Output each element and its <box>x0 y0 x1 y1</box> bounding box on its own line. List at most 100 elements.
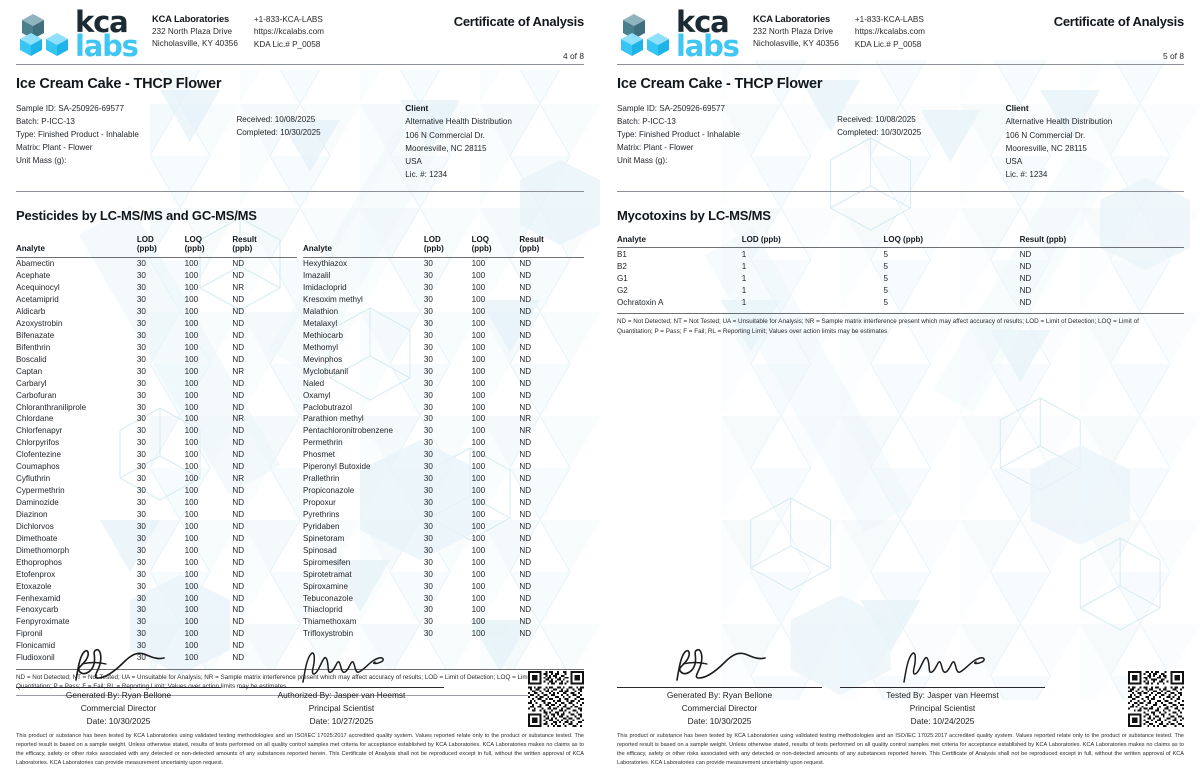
pesticides-table-left: Analyte LOD (ppb) LOQ (ppb) <box>16 235 297 664</box>
lab-website[interactable]: https://kcalabs.com <box>854 27 925 37</box>
col-analyte: Analyte <box>303 235 424 257</box>
cell-analyte: Fludioxonil <box>16 653 55 663</box>
cell-analyte: Ethoprophos <box>16 557 62 567</box>
cell-lod: 30 <box>136 414 146 424</box>
cell-loq: 100 <box>471 474 486 484</box>
table-row: Cyfluthrin 30 100 NR <box>16 473 297 485</box>
cell-loq: 100 <box>471 593 486 603</box>
cell-lod: 30 <box>136 498 146 508</box>
cell-lod: 30 <box>136 259 146 269</box>
cell-lod: 30 <box>136 426 146 436</box>
client-license: Lic. #: 1234 <box>405 169 448 179</box>
cell-analyte: Spirotetramat <box>303 569 352 579</box>
page-number: 4 of 8 <box>563 51 584 61</box>
cell-lod: 30 <box>423 617 433 627</box>
lab-license: KDA Lic.# P_0058 <box>854 39 922 49</box>
cell-lod: 30 <box>136 450 146 460</box>
table-row: Chlorfenapyr 30 100 ND <box>16 425 297 437</box>
col-lod-unit: (ppb) <box>136 244 157 254</box>
table-row: Dimethoate 30 100 ND <box>16 532 297 544</box>
cell-analyte: Carbofuran <box>16 390 57 400</box>
cell-analyte: Trifloxystrobin <box>303 629 354 639</box>
table-row: Hexythiazox 30 100 ND <box>303 257 584 269</box>
kca-labs-logo: kca labs <box>617 7 747 61</box>
cell-analyte: Diazinon <box>16 509 48 519</box>
cell-analyte: Myclobutanil <box>303 366 348 376</box>
cell-result: ND <box>1019 273 1032 283</box>
sample-received-date: Received: 10/08/2025 <box>236 115 316 124</box>
cell-loq: 100 <box>471 581 486 591</box>
signature-role: Principal Scientist <box>909 703 976 714</box>
cell-result: ND <box>232 318 245 328</box>
cell-lod: 30 <box>423 318 433 328</box>
col-lod-label: LOD <box>423 234 441 244</box>
table-row: Paclobutrazol 30 100 ND <box>303 401 584 413</box>
table-row: Propoxur 30 100 ND <box>303 497 584 509</box>
col-loq-label: LOQ <box>184 234 202 244</box>
col-result-unit: (ppb) <box>519 244 540 254</box>
cell-analyte: Fenpyroximate <box>16 617 70 627</box>
cell-loq: 100 <box>471 271 486 281</box>
col-analyte: Analyte <box>617 234 646 244</box>
col-loq: LOQ (ppb) <box>185 235 233 257</box>
cell-result: ND <box>232 354 245 364</box>
cell-lod: 30 <box>423 629 433 639</box>
cell-result: ND <box>232 581 245 591</box>
cell-loq: 100 <box>184 557 199 567</box>
qr-code[interactable] <box>528 671 584 728</box>
signature-image-jasper-van-heemst <box>239 644 444 686</box>
cell-loq: 100 <box>471 521 486 531</box>
cell-analyte: Spiromesifen <box>303 557 351 567</box>
cell-lod: 30 <box>423 450 433 460</box>
cell-analyte: Thiamethoxam <box>303 617 357 627</box>
cell-lod: 30 <box>423 283 433 293</box>
cell-loq: 100 <box>471 462 486 472</box>
cell-lod: 30 <box>136 295 146 305</box>
cell-loq: 100 <box>471 414 486 424</box>
cell-analyte: Prallethrin <box>303 474 340 484</box>
cell-result: ND <box>519 509 532 519</box>
cell-result: ND <box>519 354 532 364</box>
kca-labs-logo: kca labs <box>16 7 146 61</box>
cell-analyte: Phosmet <box>303 450 335 460</box>
cell-lod: 30 <box>136 330 146 340</box>
sample-divider <box>617 190 1184 192</box>
cell-loq: 100 <box>471 545 486 555</box>
pesticides-right-body: Hexythiazox 30 100 ND Imazalil 30 100 ND Imidacl… <box>303 257 584 640</box>
signature-row: Generated By: Ryan Bellone Commercial Di… <box>617 644 1184 728</box>
table-row: Propiconazole 30 100 ND <box>303 485 584 497</box>
cell-loq: 100 <box>471 318 486 328</box>
signature-row: Generated By: Ryan Bellone Commercial Di… <box>16 644 584 728</box>
table-row: Ochratoxin A 1 5 ND <box>617 296 1184 308</box>
table-row: Acequinocyl 30 100 NR <box>16 282 297 294</box>
cell-result: ND <box>232 342 245 352</box>
cell-analyte: Chlordane <box>16 414 54 424</box>
client-city: Mooresville, NC 28115 <box>405 143 487 153</box>
cell-result: NR <box>232 414 245 424</box>
cell-result: ND <box>232 402 245 412</box>
table-row: Etofenprox 30 100 ND <box>16 568 297 580</box>
table-row: Aldicarb 30 100 ND <box>16 306 297 318</box>
cell-analyte: Paclobutrazol <box>303 402 353 412</box>
header-divider <box>617 64 1184 65</box>
lab-phone: +1-833-KCA-LABS <box>253 15 323 24</box>
client-label: Client <box>1005 103 1029 113</box>
lab-phone: +1-833-KCA-LABS <box>854 15 924 24</box>
header-divider <box>16 64 584 65</box>
signature-name: Tested By: Jasper van Heemst <box>886 690 999 701</box>
table-row: Imazalil 30 100 ND <box>303 270 584 282</box>
lab-website[interactable]: https://kcalabs.com <box>253 27 324 37</box>
cell-analyte: B1 <box>617 249 627 259</box>
coa-heading-block: Certificate of Analysis 4 of 8 <box>454 10 585 61</box>
cell-result: NR <box>232 474 245 484</box>
cell-analyte: B2 <box>617 261 627 271</box>
cell-lod: 30 <box>423 426 433 436</box>
cell-loq: 5 <box>883 285 888 295</box>
cell-loq: 100 <box>184 486 199 496</box>
sample-info-block: Sample ID: SA-250926-69577 Batch: P-ICC-… <box>617 102 1184 181</box>
cell-result: ND <box>232 450 245 460</box>
page-content: kca labs KCA Laboratories 232 North Plaz… <box>617 0 1184 336</box>
qr-code[interactable] <box>1128 671 1184 728</box>
cell-result: ND <box>232 629 245 639</box>
